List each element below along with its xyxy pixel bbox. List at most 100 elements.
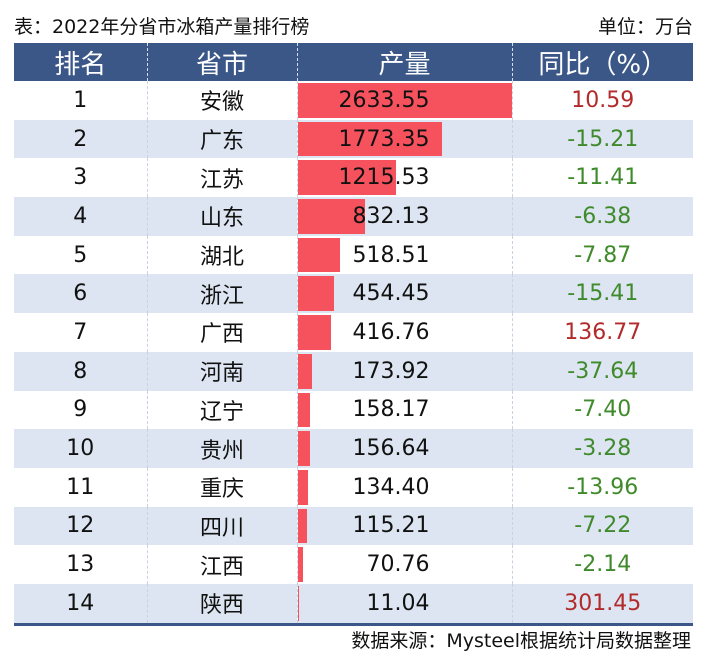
table-row: 1 安徽 2633.55 10.59 [14, 81, 693, 120]
output-value: 134.40 [352, 474, 430, 500]
output-data-bar [297, 121, 442, 157]
output-data-bar [297, 83, 512, 118]
unit-label: 单位：万台 [597, 15, 693, 38]
output-cell: 158.17 [296, 390, 512, 430]
province-cell: 广西 [146, 313, 297, 352]
yoy-cell: -37.64 [511, 351, 693, 391]
rank-cell: 13 [66, 552, 95, 578]
yoy-cell: 10.59 [511, 81, 693, 120]
rank-cell: 14 [14, 583, 147, 626]
output-data-bar [297, 237, 340, 273]
table-row: 3 江苏 1215.53 -11.41 [14, 158, 693, 198]
rank-cell: 7 [73, 319, 88, 345]
output-cell: 173.92 [296, 351, 512, 391]
source-note: 数据来源：Mysteel根据统计局数据整理 [351, 630, 691, 652]
output-cell: 416.76 [296, 313, 512, 352]
province-cell: 重庆 [146, 467, 297, 507]
output-value: 832.13 [352, 203, 430, 229]
yoy-cell: -6.38 [511, 197, 693, 236]
output-cell: 518.51 [296, 235, 512, 275]
output-value: 416.76 [352, 319, 430, 345]
yoy-cell: -7.22 [511, 506, 693, 546]
province-cell: 江西 [146, 545, 297, 584]
output-cell: 1215.53 [296, 158, 512, 198]
caption-bar: 表：2022年分省市冰箱产量排行榜 单位：万台 [14, 12, 693, 38]
output-value: 11.04 [366, 590, 430, 616]
province-cell: 安徽 [146, 81, 297, 120]
output-cell: 832.13 [296, 197, 512, 236]
yoy-cell: -13.96 [511, 467, 693, 507]
output-value: 173.92 [352, 358, 430, 384]
output-data-bar [297, 469, 309, 505]
province-cell: 四川 [146, 506, 297, 546]
column-header-rank: 排名 [14, 43, 147, 81]
table-row: 13 江西 70.76 -2.14 [14, 545, 693, 584]
province-cell: 辽宁 [146, 390, 297, 430]
table-row: 12 四川 115.21 -7.22 [14, 506, 693, 546]
output-cell: 156.64 [296, 429, 512, 468]
output-data-bar [297, 160, 397, 196]
rank-cell: 10 [14, 429, 147, 468]
output-cell: 1773.35 [296, 119, 512, 159]
output-value: 70.76 [366, 552, 430, 578]
yoy-cell: -15.21 [511, 119, 693, 159]
output-cell: 115.21 [296, 506, 512, 546]
rank-cell: 11 [66, 474, 95, 500]
rank-cell: 8 [14, 351, 147, 391]
column-header-province: 省市 [146, 43, 297, 81]
ranking-table: 排名 省市 产量 同比（%） 1 安徽 2633.55 10.59 2 广东 1773.35… [14, 43, 693, 626]
table-row: 7 广西 416.76 136.77 [14, 313, 693, 352]
output-data-bar [297, 353, 312, 389]
output-cell: 11.04 [296, 583, 512, 626]
table-header-row: 排名 省市 产量 同比（%） [14, 43, 693, 81]
output-data-bar [297, 431, 311, 466]
table-body: 1 安徽 2633.55 10.59 2 广东 1773.35 -15.21 3 江苏 1215.5… [14, 81, 693, 626]
output-value: 115.21 [352, 513, 430, 539]
output-cell: 70.76 [296, 545, 512, 584]
table-row: 9 辽宁 158.17 -7.40 [14, 390, 693, 430]
column-header-yoy: 同比（%） [511, 43, 693, 81]
output-value: 1773.35 [338, 126, 430, 152]
rank-cell: 3 [73, 165, 88, 191]
table-row: 4 山东 832.13 -6.38 [14, 197, 693, 236]
yoy-cell: 136.77 [511, 313, 693, 352]
table-row: 14 陕西 11.04 301.45 [14, 583, 693, 626]
table-row: 6 浙江 454.45 -15.41 [14, 274, 693, 314]
province-cell: 贵州 [146, 429, 297, 468]
output-data-bar [297, 508, 307, 544]
output-value: 1215.53 [338, 165, 430, 191]
yoy-cell: -7.87 [511, 235, 693, 275]
output-value: 518.51 [352, 242, 430, 268]
table-row: 2 广东 1773.35 -15.21 [14, 119, 693, 159]
rank-cell: 5 [73, 242, 88, 268]
output-value: 156.64 [352, 436, 430, 462]
yoy-cell: -2.14 [511, 545, 693, 584]
output-data-bar [297, 199, 366, 234]
province-cell: 河南 [146, 351, 297, 391]
rank-cell: 1 [73, 87, 88, 113]
province-cell: 江苏 [146, 158, 297, 198]
output-cell: 454.45 [296, 274, 512, 314]
output-data-bar [297, 392, 311, 428]
output-value: 158.17 [352, 397, 430, 423]
output-data-bar [297, 547, 304, 582]
rank-cell: 6 [14, 274, 147, 314]
rank-cell: 4 [14, 197, 147, 236]
yoy-cell: -3.28 [511, 429, 693, 468]
output-value: 2633.55 [338, 87, 430, 113]
rank-cell: 9 [73, 397, 88, 423]
output-cell: 2633.55 [296, 81, 512, 120]
output-data-bar [297, 315, 332, 350]
output-data-bar [297, 276, 335, 312]
rank-cell: 12 [14, 506, 147, 546]
province-cell: 湖北 [146, 235, 297, 275]
rank-cell: 2 [14, 119, 147, 159]
yoy-cell: -7.40 [511, 390, 693, 430]
yoy-cell: -15.41 [511, 274, 693, 314]
output-cell: 134.40 [296, 467, 512, 507]
yoy-cell: 301.45 [511, 583, 693, 626]
province-cell: 广东 [146, 119, 297, 159]
province-cell: 山东 [146, 197, 297, 236]
yoy-cell: -11.41 [511, 158, 693, 198]
